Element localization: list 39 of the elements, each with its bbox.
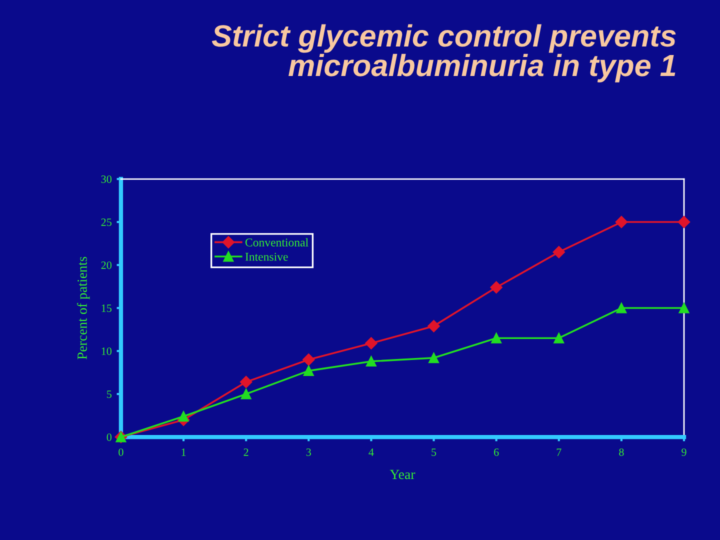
x-tick-label: 6 <box>494 448 499 456</box>
point <box>678 216 690 228</box>
point <box>240 376 252 388</box>
x-tick-label: 9 <box>682 448 686 456</box>
point <box>240 388 252 400</box>
y-tick-label: 10 <box>102 347 112 355</box>
x-tick-label: 5 <box>432 448 436 456</box>
point <box>302 354 315 366</box>
legend-label: Intensive <box>245 252 288 261</box>
y-tick-label: 25 <box>101 218 112 226</box>
chart-title: Strict glycemic control prevents microalbuminuria in type 1 <box>212 24 676 82</box>
x-tick-label: 4 <box>368 448 374 456</box>
y-tick-label: 30 <box>101 175 112 183</box>
point <box>365 337 378 350</box>
legend-label: Conventional <box>245 238 308 246</box>
point <box>678 302 690 314</box>
point <box>366 356 376 367</box>
point <box>552 246 565 258</box>
x-tick-label: 1 <box>182 448 186 456</box>
y-tick-label: 5 <box>107 390 112 398</box>
point <box>428 320 440 332</box>
point <box>303 366 314 376</box>
x-tick-label: 7 <box>556 448 562 456</box>
point <box>554 332 564 344</box>
point <box>490 281 502 294</box>
point <box>178 411 189 422</box>
y-tick-label: 0 <box>106 433 112 441</box>
x-tick-label: 0 <box>118 448 124 456</box>
x-tick-label: 8 <box>619 448 624 456</box>
x-tick-label: 2 <box>244 448 248 456</box>
x-tick-label: 3 <box>306 448 311 456</box>
point <box>491 332 502 344</box>
y-tick-label: 20 <box>101 261 112 269</box>
y-tick-label: 15 <box>102 304 112 312</box>
x-axis-title: Year <box>390 470 416 480</box>
point <box>616 302 627 314</box>
point <box>615 216 628 228</box>
point <box>428 352 439 364</box>
y-axis-title: Percent of patients <box>76 256 90 360</box>
